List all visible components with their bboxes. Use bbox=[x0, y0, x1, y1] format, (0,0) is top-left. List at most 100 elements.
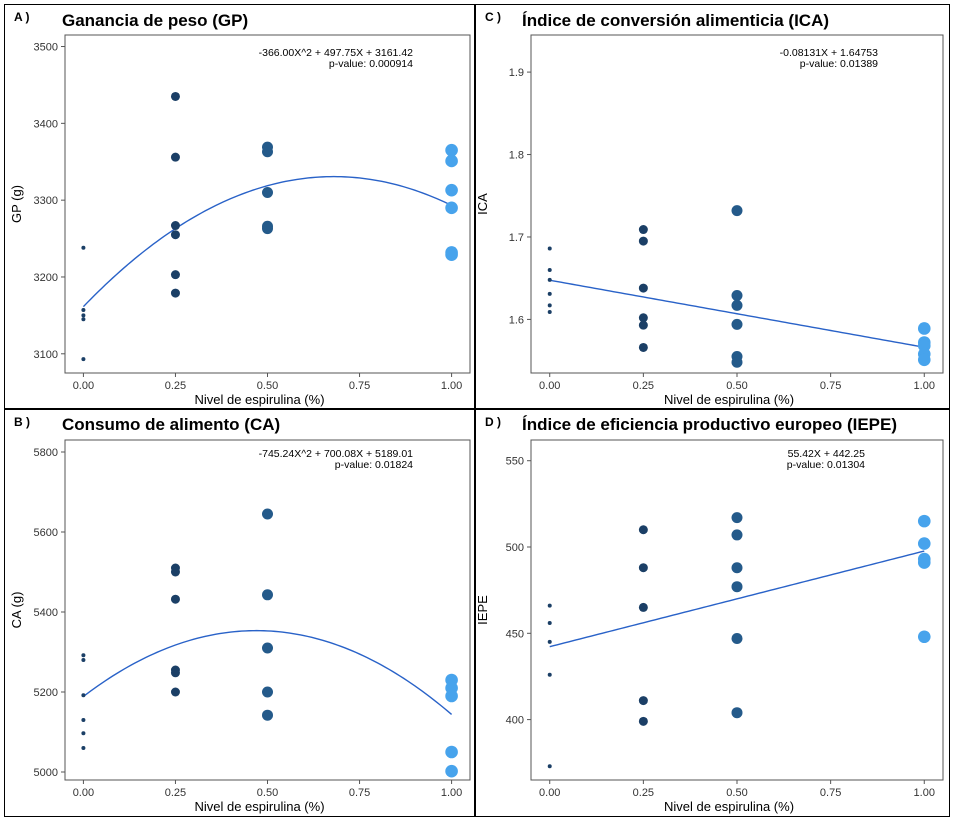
data-point bbox=[547, 639, 552, 644]
data-point bbox=[170, 91, 180, 101]
data-point bbox=[445, 143, 458, 157]
data-point bbox=[81, 718, 86, 722]
y-tick-label: 500 bbox=[506, 542, 524, 554]
data-point bbox=[731, 318, 743, 330]
data-point bbox=[262, 709, 273, 721]
data-point bbox=[547, 246, 552, 251]
chart-title-c: Índice de conversión alimenticia (ICA) bbox=[522, 11, 830, 30]
data-point bbox=[170, 221, 180, 231]
data-point bbox=[170, 270, 180, 280]
data-point bbox=[638, 602, 648, 612]
x-tick-label: 1.00 bbox=[914, 787, 935, 799]
data-point bbox=[445, 745, 458, 759]
data-point bbox=[547, 603, 552, 608]
x-tick-label: 0.00 bbox=[539, 380, 560, 392]
data-point bbox=[547, 672, 552, 677]
data-point bbox=[638, 716, 648, 726]
scatter-plot-d: 400 450 500 550 0.00 0.25 0.50 0.75 1.00 Nivel de… bbox=[476, 439, 944, 814]
panel-label-a: A ) bbox=[14, 10, 30, 24]
y-tick-label: 5600 bbox=[34, 527, 58, 539]
x-tick-label: 0.00 bbox=[73, 787, 94, 799]
plot-frame-a bbox=[64, 34, 471, 374]
x-tick-label: 0.25 bbox=[633, 787, 654, 799]
data-point bbox=[638, 525, 648, 535]
y-tick-label: 5400 bbox=[34, 607, 58, 619]
plot-frame-b bbox=[64, 439, 471, 781]
data-point bbox=[81, 245, 86, 250]
data-point bbox=[81, 308, 86, 313]
panel-c: C ) Índice de conversión alimenticia (IC… bbox=[475, 4, 950, 409]
data-point bbox=[917, 537, 931, 550]
data-point bbox=[445, 689, 458, 703]
x-tick-label: 0.25 bbox=[165, 787, 186, 799]
x-axis-label: Nivel de espirulina (%) bbox=[194, 799, 324, 814]
scatter-plot-b: 5000 5200 5400 5600 5800 0.00 0.25 0.50 0.75 1.00… bbox=[9, 439, 471, 814]
data-point bbox=[547, 267, 552, 272]
x-tick-label: 0.50 bbox=[726, 787, 747, 799]
x-tick-label: 0.00 bbox=[73, 380, 94, 392]
x-axis-label: Nivel de espirulina (%) bbox=[664, 799, 794, 814]
data-point bbox=[445, 248, 458, 261]
data-point bbox=[262, 146, 273, 158]
x-tick-label: 0.50 bbox=[257, 787, 278, 799]
x-tick-label: 0.50 bbox=[257, 380, 278, 392]
data-point bbox=[445, 201, 458, 215]
panel-label-c: C ) bbox=[485, 10, 501, 24]
y-tick-label: 450 bbox=[506, 628, 524, 640]
regression-equation: 55.42X + 442.25 bbox=[788, 448, 866, 460]
data-point bbox=[445, 764, 458, 778]
data-point bbox=[547, 309, 552, 314]
scatter-plot-c: 1.6 1.7 1.8 1.9 0.00 0.25 0.50 0.75 1.00 Nivel de… bbox=[476, 34, 944, 407]
data-point bbox=[917, 514, 931, 528]
data-point bbox=[731, 299, 743, 311]
data-point bbox=[170, 594, 180, 604]
data-point bbox=[917, 353, 931, 367]
chart-title-a: Ganancia de peso (GP) bbox=[62, 11, 249, 30]
data-point bbox=[81, 653, 86, 658]
y-axis-label: IEPE bbox=[476, 595, 490, 625]
y-tick-label: 3300 bbox=[34, 195, 58, 207]
data-point bbox=[638, 696, 648, 706]
p-value-text: p-value: 0.01389 bbox=[800, 58, 878, 70]
p-value-text: p-value: 0.01304 bbox=[787, 459, 865, 471]
data-point bbox=[638, 313, 648, 323]
fit-line bbox=[82, 629, 453, 715]
data-point bbox=[262, 186, 273, 198]
data-point bbox=[638, 236, 648, 246]
y-tick-label: 1.6 bbox=[509, 314, 524, 326]
data-point bbox=[262, 589, 273, 601]
data-point bbox=[731, 529, 743, 541]
data-point bbox=[547, 620, 552, 625]
y-tick-label: 5200 bbox=[34, 687, 58, 699]
data-point bbox=[170, 687, 180, 697]
data-point bbox=[917, 630, 931, 644]
x-tick-label: 0.75 bbox=[349, 380, 370, 392]
data-point bbox=[81, 317, 86, 322]
data-point bbox=[262, 642, 273, 654]
data-point bbox=[170, 567, 180, 577]
data-point bbox=[262, 223, 273, 235]
data-point bbox=[547, 291, 552, 296]
data-point bbox=[262, 508, 273, 520]
data-point bbox=[731, 290, 743, 302]
data-point bbox=[445, 154, 458, 168]
x-tick-label: 0.75 bbox=[820, 787, 841, 799]
chart-title-d: Índice de eficiencia productivo europeo … bbox=[522, 415, 898, 434]
y-axis-label: CA (g) bbox=[9, 592, 24, 629]
data-point bbox=[170, 152, 180, 162]
y-tick-label: 3100 bbox=[34, 349, 58, 361]
data-point bbox=[170, 288, 180, 298]
fit-line bbox=[549, 550, 925, 648]
chart-title-b: Consumo de alimento (CA) bbox=[62, 415, 281, 434]
panel-label-d: D ) bbox=[485, 415, 501, 429]
data-point bbox=[731, 512, 743, 524]
scatter-plot-a: 3100 3200 3300 3400 3500 0.00 0.25 0.50 0.75 1.00… bbox=[9, 34, 471, 407]
y-tick-label: 5800 bbox=[34, 447, 58, 459]
x-tick-label: 0.00 bbox=[539, 787, 560, 799]
data-point bbox=[170, 668, 180, 678]
panel-d: D ) Índice de eficiencia productivo euro… bbox=[475, 409, 950, 817]
x-tick-label: 1.00 bbox=[441, 380, 462, 392]
y-tick-label: 3400 bbox=[34, 118, 58, 130]
data-point bbox=[638, 283, 648, 293]
